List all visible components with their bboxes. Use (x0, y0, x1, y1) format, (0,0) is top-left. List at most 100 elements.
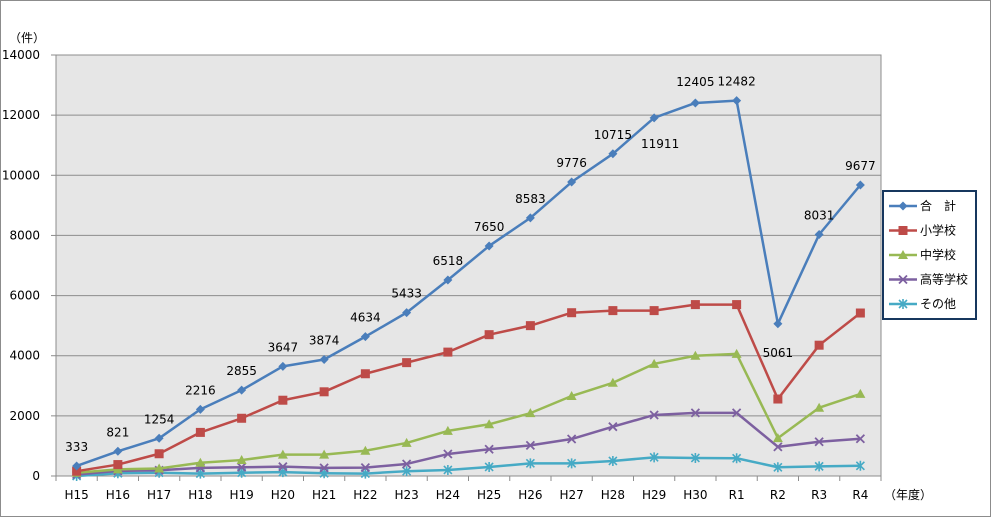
data-point (608, 149, 618, 159)
x-tick-label: H30 (683, 488, 707, 502)
legend-label: 高等学校 (920, 272, 968, 287)
data-label: 9776 (556, 156, 587, 170)
data-label: 333 (65, 440, 88, 454)
data-point (567, 458, 577, 469)
data-point (566, 434, 577, 444)
data-point (814, 340, 824, 350)
data-label: 11911 (641, 137, 679, 151)
y-tick-label: 10000 (2, 168, 40, 182)
data-point (278, 395, 288, 405)
data-label: 5433 (391, 287, 422, 301)
data-point (277, 449, 288, 459)
y-tick-label: 6000 (9, 289, 40, 303)
data-point (731, 348, 742, 358)
legend-marker (898, 250, 908, 259)
data-point (690, 300, 700, 310)
data-label: 821 (106, 425, 129, 439)
data-point (402, 308, 412, 318)
y-tick-label: 8000 (9, 228, 40, 242)
data-point (649, 410, 659, 420)
data-label: 2216 (185, 383, 216, 397)
x-tick-label: H24 (436, 488, 460, 502)
series-line-2 (76, 352, 861, 474)
data-point (401, 459, 412, 469)
data-point (278, 462, 288, 472)
data-point (525, 440, 536, 450)
data-point (525, 321, 535, 331)
data-label: 10715 (594, 128, 632, 142)
y-tick-label: 0 (32, 469, 40, 483)
data-label: 8031 (804, 208, 835, 222)
data-point (154, 449, 164, 459)
data-point (566, 391, 577, 401)
data-point (319, 355, 329, 365)
data-point (154, 463, 165, 473)
data-point (607, 377, 618, 387)
x-tick-label: H25 (477, 488, 501, 502)
series-line-0 (76, 99, 862, 468)
x-tick-label: H23 (394, 488, 418, 502)
data-point (402, 358, 412, 368)
data-point (319, 449, 330, 459)
data-point (814, 437, 824, 447)
x-tick-label: H18 (188, 488, 212, 502)
data-label: 1254 (144, 412, 175, 426)
data-point (814, 402, 825, 412)
data-point (72, 461, 82, 471)
legend-marker (898, 274, 908, 285)
data-label: 3874 (309, 334, 340, 348)
x-tick-label: H15 (64, 488, 88, 502)
data-point (113, 460, 123, 470)
legend-label: 合 計 (920, 198, 956, 213)
x-tick-label: H22 (353, 488, 377, 502)
data-point (525, 458, 535, 469)
legend-marker (898, 201, 908, 211)
data-point (855, 460, 865, 471)
data-point (360, 462, 371, 473)
data-point (237, 413, 247, 423)
data-point (237, 385, 247, 395)
x-tick-label: H19 (229, 488, 253, 502)
data-point (855, 388, 866, 398)
data-point (773, 462, 783, 473)
data-point (814, 229, 824, 239)
data-label: 9677 (845, 159, 876, 173)
x-axis-unit: （年度） (884, 487, 932, 502)
data-point (608, 306, 618, 316)
data-label: 3647 (268, 340, 299, 354)
x-tick-label: H21 (312, 488, 336, 502)
data-point (649, 306, 659, 316)
plot-area (55, 54, 882, 477)
y-tick-label: 2000 (9, 409, 40, 423)
data-point (402, 466, 412, 477)
data-point (360, 332, 370, 342)
data-point (690, 98, 700, 108)
data-point (113, 446, 123, 456)
data-point (732, 453, 742, 464)
data-point (442, 425, 453, 435)
data-label: 6518 (433, 254, 464, 268)
data-label: 7650 (474, 220, 505, 234)
data-label: 5061 (763, 346, 794, 360)
data-point (319, 463, 329, 473)
data-point (236, 462, 247, 472)
x-tick-label: H17 (147, 488, 171, 502)
data-point (525, 213, 535, 223)
data-point (608, 455, 618, 466)
data-point (773, 394, 783, 404)
data-point (855, 180, 865, 190)
series-line-3 (76, 411, 861, 476)
data-point (195, 427, 205, 437)
data-point (236, 455, 247, 465)
x-tick-label: H16 (106, 488, 130, 502)
legend-marker (898, 226, 908, 235)
legend-label: その他 (920, 297, 956, 311)
data-point (319, 387, 329, 397)
legend-label: 小学校 (920, 223, 956, 238)
series-line-1 (76, 303, 862, 473)
data-point (773, 319, 783, 329)
data-point (649, 358, 660, 368)
data-point (690, 452, 700, 463)
